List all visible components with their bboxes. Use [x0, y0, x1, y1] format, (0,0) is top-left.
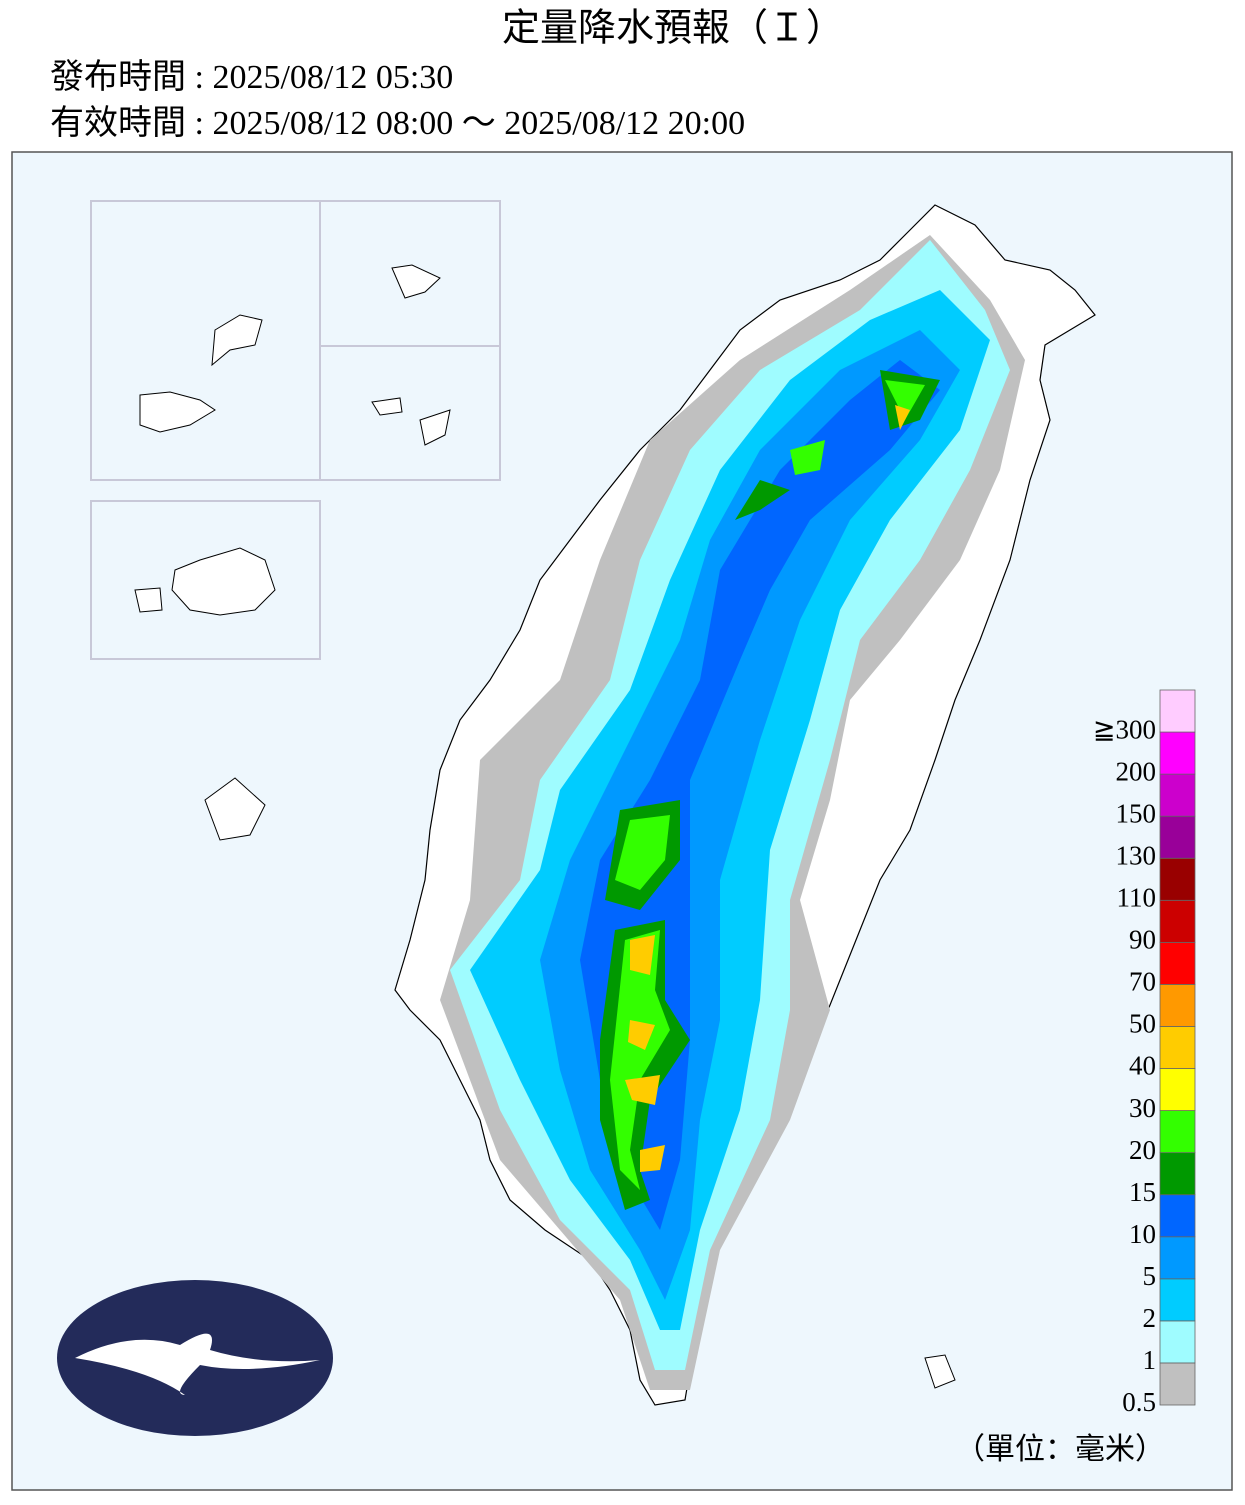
unit-label: （單位：毫米）	[955, 1433, 1165, 1466]
legend-swatch	[1159, 773, 1196, 817]
legend-swatch	[1159, 1110, 1196, 1154]
legend-label: 150	[1116, 798, 1157, 828]
legend-swatch	[1159, 1320, 1196, 1364]
legend-label: 90	[1129, 925, 1156, 955]
legend-swatch	[1159, 1026, 1196, 1069]
legend-swatch	[1159, 1068, 1196, 1111]
legend-label: 1	[1143, 1345, 1157, 1375]
legend-swatch	[1159, 1362, 1196, 1406]
legend-label: 110	[1117, 882, 1157, 912]
inset-boxes	[90, 200, 501, 660]
legend-label: 50	[1129, 1009, 1156, 1039]
legend-label: 200	[1116, 756, 1157, 786]
legend-swatch	[1159, 899, 1196, 943]
legend-label: 5	[1143, 1261, 1157, 1291]
legend-swatch	[1159, 689, 1196, 733]
legend-label: 15	[1129, 1177, 1156, 1207]
legend-label: 70	[1129, 967, 1156, 997]
cwa-logo	[57, 1280, 333, 1436]
legend-swatch	[1159, 984, 1196, 1027]
legend-label: ≧300	[1093, 714, 1156, 744]
title: 定量降水預報（Ｉ）	[502, 8, 844, 50]
legend-swatch	[1159, 815, 1196, 859]
legend-swatch	[1159, 1152, 1196, 1196]
legend-swatch	[1159, 1236, 1196, 1280]
legend-swatch	[1159, 857, 1196, 901]
legend-label: 2	[1143, 1303, 1157, 1333]
legend-swatch	[1159, 941, 1196, 985]
valid-time: 有效時間 : 2025/08/12 08:00 ～ 2025/08/12 20:…	[50, 104, 745, 142]
legend-label: 10	[1129, 1219, 1156, 1249]
legend-label: 0.5	[1122, 1387, 1156, 1417]
legend-swatch	[1159, 731, 1196, 775]
legend-label: 130	[1116, 840, 1157, 870]
legend-label: 20	[1129, 1135, 1156, 1165]
legend-swatch	[1159, 1194, 1196, 1238]
legend-label: 30	[1129, 1093, 1156, 1123]
legend-label: 40	[1129, 1051, 1156, 1081]
islands	[134, 264, 956, 1389]
rain-shading	[440, 235, 1025, 1390]
legend-swatch	[1159, 1278, 1196, 1322]
issued-time: 發布時間 : 2025/08/12 05:30	[50, 58, 453, 96]
legend: 0.5 1 2 5 10 15 20 30 40 50 70 90 110 130 150 200 ≧300	[1093, 689, 1196, 1417]
